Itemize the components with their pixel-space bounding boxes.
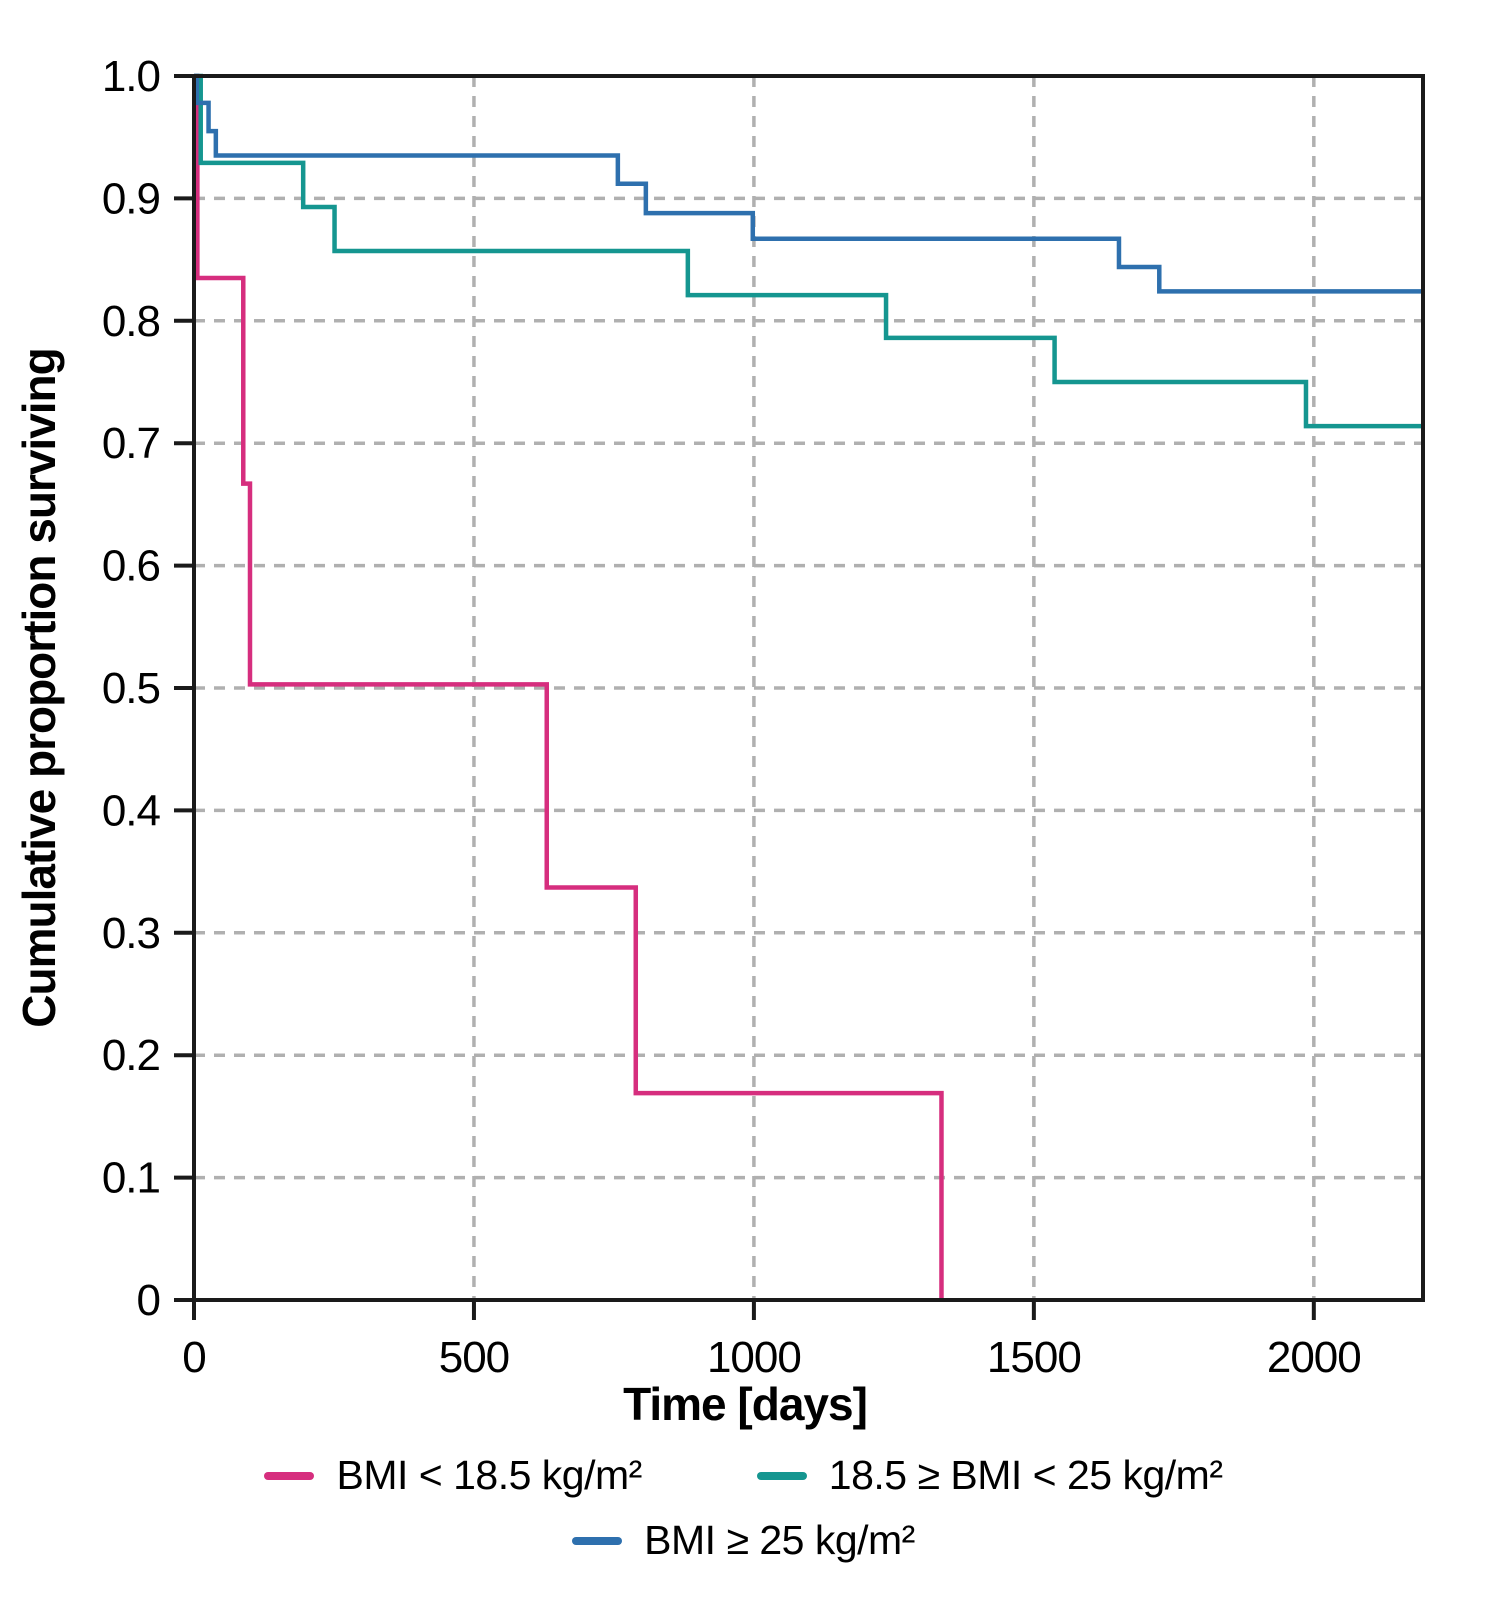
legend-item-bmi-under-18-5: BMI < 18.5 kg/m² bbox=[264, 1452, 642, 1499]
y-axis-title: Cumulative proportion surviving bbox=[13, 348, 65, 1028]
tick-layer bbox=[174, 74, 1316, 1320]
x-tick-label: 1500 bbox=[987, 1333, 1081, 1382]
legend-item-bmi-18-5-to-25: 18.5 ≥ BMI < 25 kg/m² bbox=[756, 1452, 1223, 1499]
legend-swatch-pink-line-icon bbox=[264, 1471, 315, 1480]
y-tick-label: 0.9 bbox=[102, 174, 160, 223]
x-tick-label: 2000 bbox=[1267, 1333, 1361, 1382]
legend-swatch-blue-line-icon bbox=[572, 1536, 623, 1545]
x-tick-label: 0 bbox=[182, 1333, 205, 1382]
curve-layer bbox=[194, 73, 1423, 1300]
y-tick-label: 0.8 bbox=[102, 297, 160, 346]
tick-label-layer: 0 500 1000 1500 2000 0 0.1 0.2 0.3 0.4 0.5 0.6 0.7 0.… bbox=[102, 52, 1362, 1382]
y-tick-label: 0.6 bbox=[102, 542, 160, 591]
legend-item-bmi-over-25: BMI ≥ 25 kg/m² bbox=[572, 1517, 915, 1564]
grid-layer bbox=[194, 76, 1423, 1300]
y-tick-label: 0.4 bbox=[102, 786, 161, 835]
series-curve-0 bbox=[194, 73, 944, 1300]
y-tick-label: 0 bbox=[137, 1276, 160, 1325]
legend-row-1: BMI < 18.5 kg/m² 18.5 ≥ BMI < 25 kg/m² bbox=[264, 1452, 1223, 1499]
x-tick-label: 1000 bbox=[707, 1333, 801, 1382]
survival-chart: 0 500 1000 1500 2000 0 0.1 0.2 0.3 0.4 0.5 0.6 0.7 0.… bbox=[13, 52, 1425, 1430]
legend-label: BMI < 18.5 kg/m² bbox=[336, 1452, 642, 1498]
y-tick-label: 0.2 bbox=[102, 1031, 160, 1080]
x-tick-label: 500 bbox=[439, 1333, 509, 1382]
y-tick-label: 0.5 bbox=[102, 664, 160, 713]
legend-swatch-teal-line-icon bbox=[756, 1471, 807, 1480]
legend-row-2: BMI ≥ 25 kg/m² bbox=[572, 1517, 915, 1564]
series-curve-1 bbox=[194, 73, 1423, 429]
y-tick-label: 0.3 bbox=[102, 909, 160, 958]
y-tick-label: 0.7 bbox=[102, 419, 160, 468]
x-axis-title: Time [days] bbox=[623, 1378, 867, 1430]
legend-label: 18.5 ≥ BMI < 25 kg/m² bbox=[828, 1452, 1223, 1498]
y-tick-label: 1.0 bbox=[102, 52, 160, 101]
y-tick-label: 0.1 bbox=[102, 1154, 160, 1203]
legend-label: BMI ≥ 25 kg/m² bbox=[644, 1517, 915, 1563]
series-curve-2 bbox=[194, 73, 1423, 294]
legend: BMI < 18.5 kg/m² 18.5 ≥ BMI < 25 kg/m² B… bbox=[0, 1452, 1487, 1564]
